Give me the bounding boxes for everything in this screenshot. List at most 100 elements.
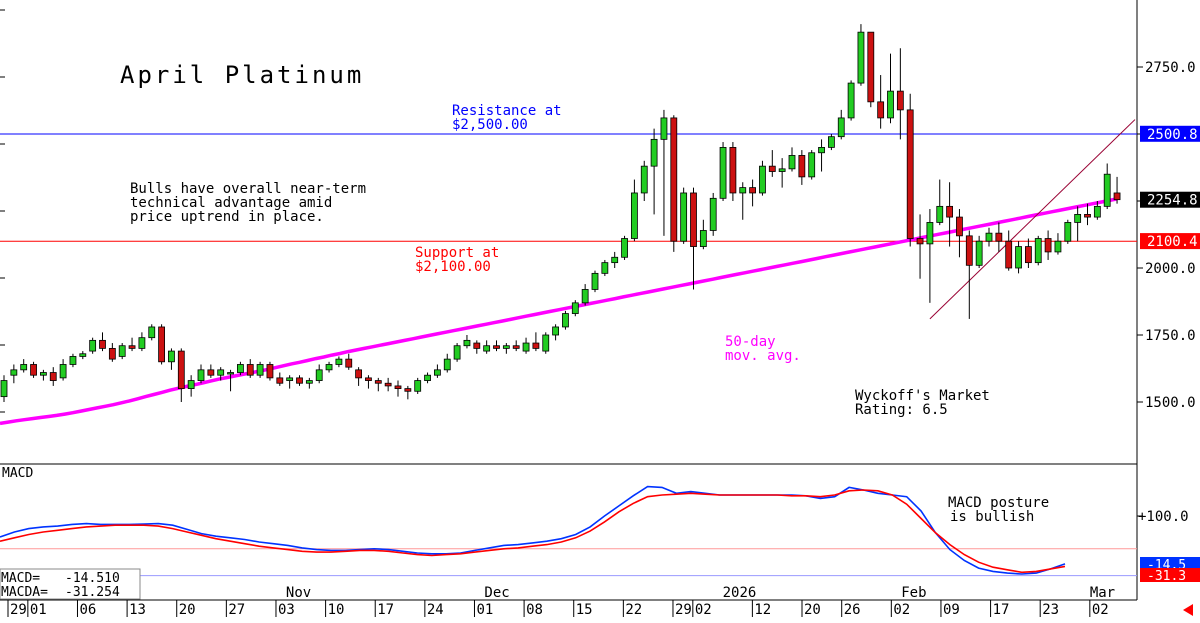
candle-body xyxy=(276,377,284,384)
candle xyxy=(483,340,491,354)
candle xyxy=(305,377,313,389)
candle-body xyxy=(433,369,441,376)
candlestick-series xyxy=(0,24,1121,402)
candle-body xyxy=(552,326,559,336)
candle xyxy=(837,109,845,140)
candle xyxy=(818,139,825,172)
x-month-label: Mar xyxy=(1090,585,1115,601)
candle-body xyxy=(424,374,431,381)
candle-body xyxy=(1103,173,1111,207)
candle xyxy=(128,337,136,352)
candle-body xyxy=(857,31,865,84)
candle-body xyxy=(118,345,126,357)
macd-axis: +100.0 xyxy=(1137,509,1189,525)
candle xyxy=(158,324,166,365)
candle xyxy=(463,335,471,349)
candle-body xyxy=(778,168,786,172)
candle xyxy=(808,150,816,180)
candle-body xyxy=(355,369,363,379)
macd-value-box xyxy=(1140,568,1200,582)
resistance-annotation-line1: Resistance at xyxy=(452,103,562,119)
candle xyxy=(867,31,875,108)
candle xyxy=(286,375,294,389)
x-day-label: 12 xyxy=(754,602,771,618)
x-day-label: 26 xyxy=(844,602,861,618)
candle xyxy=(1064,219,1072,244)
macd-series xyxy=(0,485,1066,575)
x-day-label: 10 xyxy=(328,602,345,618)
support-annotation-line1: Support at xyxy=(415,245,499,261)
candle xyxy=(335,356,343,368)
candle xyxy=(433,364,441,378)
candle xyxy=(926,209,934,303)
candle-body xyxy=(384,382,392,387)
candle xyxy=(699,219,707,250)
candle xyxy=(739,182,747,220)
candle-body xyxy=(1084,213,1091,218)
candle-body xyxy=(581,289,589,304)
candle-body xyxy=(729,146,737,194)
candle xyxy=(660,109,668,236)
candle xyxy=(473,340,481,354)
candle-body xyxy=(680,192,688,242)
candle xyxy=(532,332,540,352)
candle xyxy=(453,343,461,362)
x-day-label: 02 xyxy=(1092,602,1109,618)
candle-body xyxy=(542,334,550,352)
candle-body xyxy=(177,350,185,389)
candle xyxy=(177,348,185,402)
candle-body xyxy=(69,356,77,365)
candle xyxy=(345,353,353,370)
candle xyxy=(857,24,865,86)
candle xyxy=(788,147,796,172)
scroll-left-icon[interactable] xyxy=(1183,604,1193,616)
candle-body xyxy=(404,388,412,392)
candle-body xyxy=(690,192,697,247)
x-month-label: Feb xyxy=(901,585,926,601)
candle xyxy=(759,160,766,196)
y-tick-label: 2000.0 xyxy=(1145,261,1196,277)
candle-body xyxy=(759,165,766,194)
candle-body xyxy=(483,345,491,352)
candle xyxy=(621,235,628,260)
candle-body xyxy=(217,369,225,376)
candle-body xyxy=(463,339,471,347)
candle xyxy=(69,353,77,368)
candle-body xyxy=(1054,240,1062,253)
candle-body xyxy=(749,187,756,194)
candle-body xyxy=(798,155,806,178)
candle xyxy=(217,367,225,381)
x-day-label: 27 xyxy=(228,602,245,618)
macd-y-tick-label: +100.0 xyxy=(1138,509,1189,525)
candle xyxy=(325,361,333,373)
candle-body xyxy=(325,364,333,371)
candle xyxy=(197,364,205,384)
candle xyxy=(522,337,530,354)
candle xyxy=(985,227,993,247)
candle-body xyxy=(699,230,707,247)
candle xyxy=(207,364,215,378)
candle xyxy=(414,377,422,394)
candle-body xyxy=(89,339,97,352)
candle-body xyxy=(1113,192,1121,201)
x-month-label: 2026 xyxy=(723,585,757,601)
candle xyxy=(798,150,806,185)
candle xyxy=(946,182,953,247)
candle xyxy=(631,179,638,242)
candle-body xyxy=(227,372,234,375)
candle xyxy=(296,375,303,386)
candle xyxy=(847,80,855,121)
candle-body xyxy=(59,364,67,379)
candle xyxy=(276,372,284,386)
candle xyxy=(79,351,87,360)
x-day-label: 01 xyxy=(30,602,47,618)
candle-body xyxy=(305,380,313,384)
candle-body xyxy=(926,222,934,245)
x-day-label: 29 xyxy=(675,602,692,618)
candle-body xyxy=(956,216,963,237)
candle xyxy=(493,340,500,352)
macd-readout-value: -14.510 xyxy=(65,571,120,586)
candle-body xyxy=(394,385,402,390)
candle-body xyxy=(236,364,244,373)
candle-body xyxy=(709,197,717,231)
